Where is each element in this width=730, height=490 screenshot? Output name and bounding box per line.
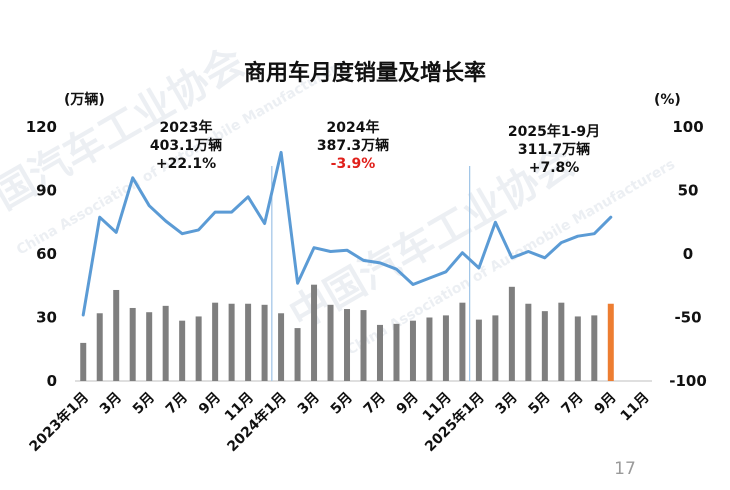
x-tick-4: 9月 <box>196 390 224 418</box>
y-left-tick-3: 90 <box>36 182 57 200</box>
y-right-tick-4: 100 <box>672 118 703 136</box>
page-number: 17 <box>614 459 636 479</box>
sales-bar-5 <box>162 305 169 381</box>
watermark: 中国汽车工业协会 中国汽车工业协会 China Association of A… <box>0 39 678 359</box>
sales-bar-13 <box>294 328 301 381</box>
y-right-tick-3: 50 <box>678 182 699 200</box>
y-left-tick-1: 30 <box>36 309 57 327</box>
x-tick-0: 2023年1月 <box>26 389 92 455</box>
sales-bar-4 <box>146 312 153 381</box>
annotation-2024-total: 387.3万辆 <box>317 137 389 154</box>
sales-bar-16 <box>344 309 351 381</box>
growth-line <box>81 150 613 317</box>
sales-bar-24 <box>475 319 482 381</box>
x-tick-17: 11月 <box>618 390 653 425</box>
sales-bar-10 <box>245 303 252 381</box>
y-right-unit: (%) <box>654 92 681 108</box>
annotation-2025-total: 311.7万辆 <box>518 141 590 158</box>
x-tick-9: 7月 <box>361 390 389 418</box>
sales-bar-29 <box>558 302 565 381</box>
sales-bar-32 <box>607 303 614 381</box>
y-left-tick-0: 0 <box>47 372 57 390</box>
sales-bar-7 <box>195 316 202 381</box>
sales-bar-17 <box>360 310 367 381</box>
x-tick-15: 7月 <box>559 390 587 418</box>
annotation-2025-year: 2025年1-9月 <box>508 123 600 140</box>
sales-bar-8 <box>212 302 219 381</box>
y-left-tick-2: 60 <box>36 245 57 263</box>
y-right-tick-2: 0 <box>683 245 693 263</box>
annotation-2025-growth: +7.8% <box>529 160 580 176</box>
sales-bar-18 <box>376 324 383 381</box>
x-tick-2: 5月 <box>130 390 158 418</box>
x-tick-10: 9月 <box>394 390 422 418</box>
annotation-2023-year: 2023年 <box>160 119 213 136</box>
sales-bar-21 <box>426 317 433 381</box>
sales-bar-3 <box>129 307 136 381</box>
sales-bar-27 <box>525 303 532 381</box>
annotation-2023: 2023年 403.1万辆 +22.1% <box>150 119 222 172</box>
sales-bar-14 <box>311 284 318 381</box>
sales-bar-9 <box>228 303 235 381</box>
y-left-tick-4: 120 <box>26 118 57 136</box>
x-tick-3: 7月 <box>163 390 191 418</box>
y-right-tick-0: -100 <box>669 372 707 390</box>
x-tick-8: 5月 <box>328 390 356 418</box>
x-tick-16: 9月 <box>592 390 620 418</box>
sales-bar-22 <box>442 315 449 381</box>
y-left-unit: (万辆) <box>64 91 105 108</box>
x-tick-13: 3月 <box>493 390 521 418</box>
chart-title: 商用车月度销量及增长率 <box>244 60 486 86</box>
sales-bar-25 <box>492 315 499 381</box>
y-right-tick-1: -50 <box>674 309 701 327</box>
sales-bar-30 <box>574 316 581 381</box>
x-tick-1: 3月 <box>97 390 125 418</box>
annotation-2023-total: 403.1万辆 <box>150 137 222 154</box>
x-tick-14: 5月 <box>526 390 554 418</box>
sales-bar-1 <box>96 313 103 381</box>
sales-bar-23 <box>459 302 466 381</box>
annotation-2024-year: 2024年 <box>327 119 380 136</box>
sales-bar-26 <box>508 286 515 381</box>
sales-bar-12 <box>278 313 285 381</box>
annotation-2023-growth: +22.1% <box>156 156 216 172</box>
sales-bar-19 <box>393 323 400 381</box>
sales-bar-2 <box>113 289 120 381</box>
annotation-2025: 2025年1-9月 311.7万辆 +7.8% <box>508 123 600 176</box>
sales-bar-31 <box>591 315 598 381</box>
sales-bar-15 <box>327 304 334 381</box>
x-tick-7: 3月 <box>295 390 323 418</box>
annotation-2024-growth: -3.9% <box>331 156 376 172</box>
sales-bar-28 <box>541 311 548 381</box>
sales-bar-6 <box>179 320 186 381</box>
annotation-2024: 2024年 387.3万辆 -3.9% <box>317 119 389 172</box>
sales-bar-20 <box>409 320 416 381</box>
sales-bar-11 <box>261 304 268 381</box>
sales-bar-0 <box>80 342 87 381</box>
